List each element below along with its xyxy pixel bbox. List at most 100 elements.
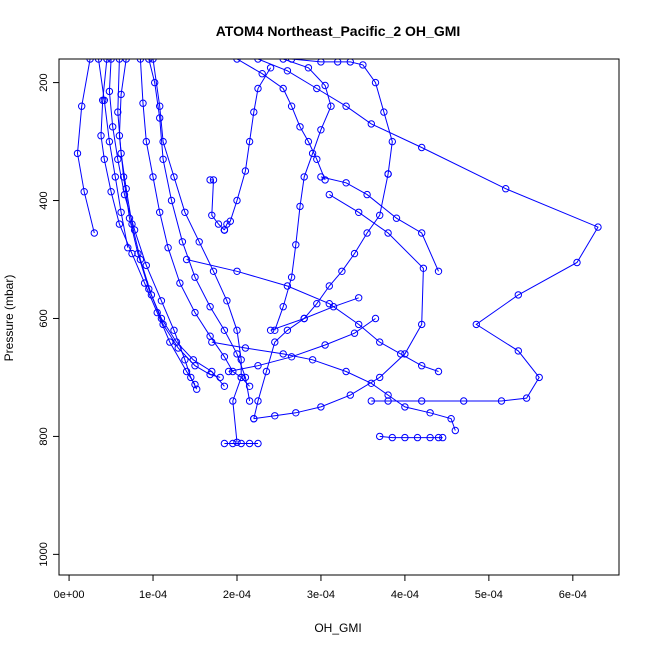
- data-point: [195, 238, 203, 246]
- data-point: [371, 314, 380, 323]
- data-point: [292, 241, 300, 249]
- data-point: [109, 123, 117, 131]
- data-point: [245, 137, 254, 146]
- data-point: [182, 367, 191, 376]
- series-line: [274, 59, 332, 331]
- data-point: [355, 294, 363, 302]
- data-point: [514, 347, 522, 355]
- series-line: [100, 59, 196, 385]
- data-point: [122, 59, 130, 63]
- data-point: [103, 59, 111, 63]
- data-point: [283, 326, 292, 334]
- series-6: [115, 59, 229, 390]
- data-point: [283, 282, 292, 290]
- series-line: [210, 179, 225, 231]
- data-point: [182, 255, 191, 264]
- y-axis-label: Pressure (mbar): [2, 275, 16, 362]
- series-2: [94, 59, 132, 252]
- data-point: [114, 108, 122, 116]
- data-point: [254, 59, 262, 63]
- data-point: [327, 102, 335, 110]
- data-point: [418, 362, 426, 370]
- data-point: [426, 433, 434, 442]
- series-line: [98, 59, 129, 248]
- data-point: [223, 297, 231, 305]
- data-point: [170, 326, 178, 334]
- y-tick-label: 800: [38, 427, 50, 445]
- series-16: [250, 170, 392, 423]
- data-point: [317, 403, 325, 411]
- data-point: [359, 61, 367, 69]
- data-point: [100, 155, 109, 164]
- data-point: [237, 439, 245, 448]
- data-point: [313, 84, 321, 93]
- data-point: [206, 303, 214, 311]
- data-point: [279, 84, 287, 93]
- data-point: [342, 102, 350, 110]
- x-tick-label: 1e-04: [139, 589, 167, 601]
- plot-frame: [58, 58, 620, 576]
- data-point: [170, 173, 178, 181]
- data-point: [157, 297, 166, 305]
- data-point: [287, 273, 296, 281]
- data-point: [119, 173, 128, 181]
- data-point: [434, 433, 443, 442]
- data-point: [304, 64, 313, 72]
- series-line: [379, 435, 443, 439]
- data-point: [426, 409, 434, 417]
- data-point: [292, 409, 300, 417]
- data-point: [105, 137, 114, 146]
- data-point: [367, 379, 375, 387]
- data-point: [342, 179, 350, 187]
- series-10: [206, 176, 229, 234]
- data-point: [342, 367, 350, 376]
- series-22: [266, 294, 363, 334]
- data-point: [418, 229, 426, 237]
- data-point: [178, 238, 187, 246]
- series-4: [105, 59, 201, 393]
- data-point: [241, 167, 250, 175]
- data-point: [329, 303, 338, 311]
- data-point: [279, 303, 287, 311]
- data-point: [191, 273, 199, 281]
- series-line: [270, 297, 359, 331]
- series-15: [287, 59, 396, 178]
- data-point: [149, 173, 157, 181]
- series-13: [254, 59, 602, 405]
- data-point: [142, 137, 151, 146]
- data-point: [321, 341, 329, 349]
- data-point: [434, 367, 443, 376]
- data-point: [313, 155, 321, 164]
- series-line: [76, 59, 95, 234]
- data-point: [233, 196, 241, 205]
- data-point: [139, 99, 147, 107]
- data-point: [376, 373, 384, 382]
- data-point: [418, 320, 426, 329]
- data-point: [287, 353, 296, 361]
- data-point: [128, 249, 136, 258]
- series-12: [233, 59, 329, 184]
- data-point: [156, 208, 164, 217]
- data-point: [214, 220, 223, 228]
- series-line: [236, 59, 326, 181]
- data-point: [86, 59, 94, 63]
- data-point: [502, 185, 510, 193]
- data-point: [245, 382, 254, 390]
- data-point: [245, 397, 254, 405]
- data-point: [371, 78, 380, 87]
- y-tick-label: 1000: [38, 542, 50, 566]
- data-point: [189, 356, 198, 364]
- series-9: [149, 59, 245, 446]
- data-point: [573, 258, 581, 267]
- data-point: [73, 149, 82, 158]
- data-point: [262, 367, 271, 376]
- x-tick-label: 6e-04: [559, 589, 587, 601]
- data-point: [105, 87, 114, 96]
- data-point: [380, 108, 388, 116]
- x-tick-label: 5e-04: [475, 589, 503, 601]
- data-point: [172, 338, 181, 346]
- data-point: [114, 155, 122, 164]
- series-line: [211, 341, 456, 431]
- data-point: [300, 314, 308, 323]
